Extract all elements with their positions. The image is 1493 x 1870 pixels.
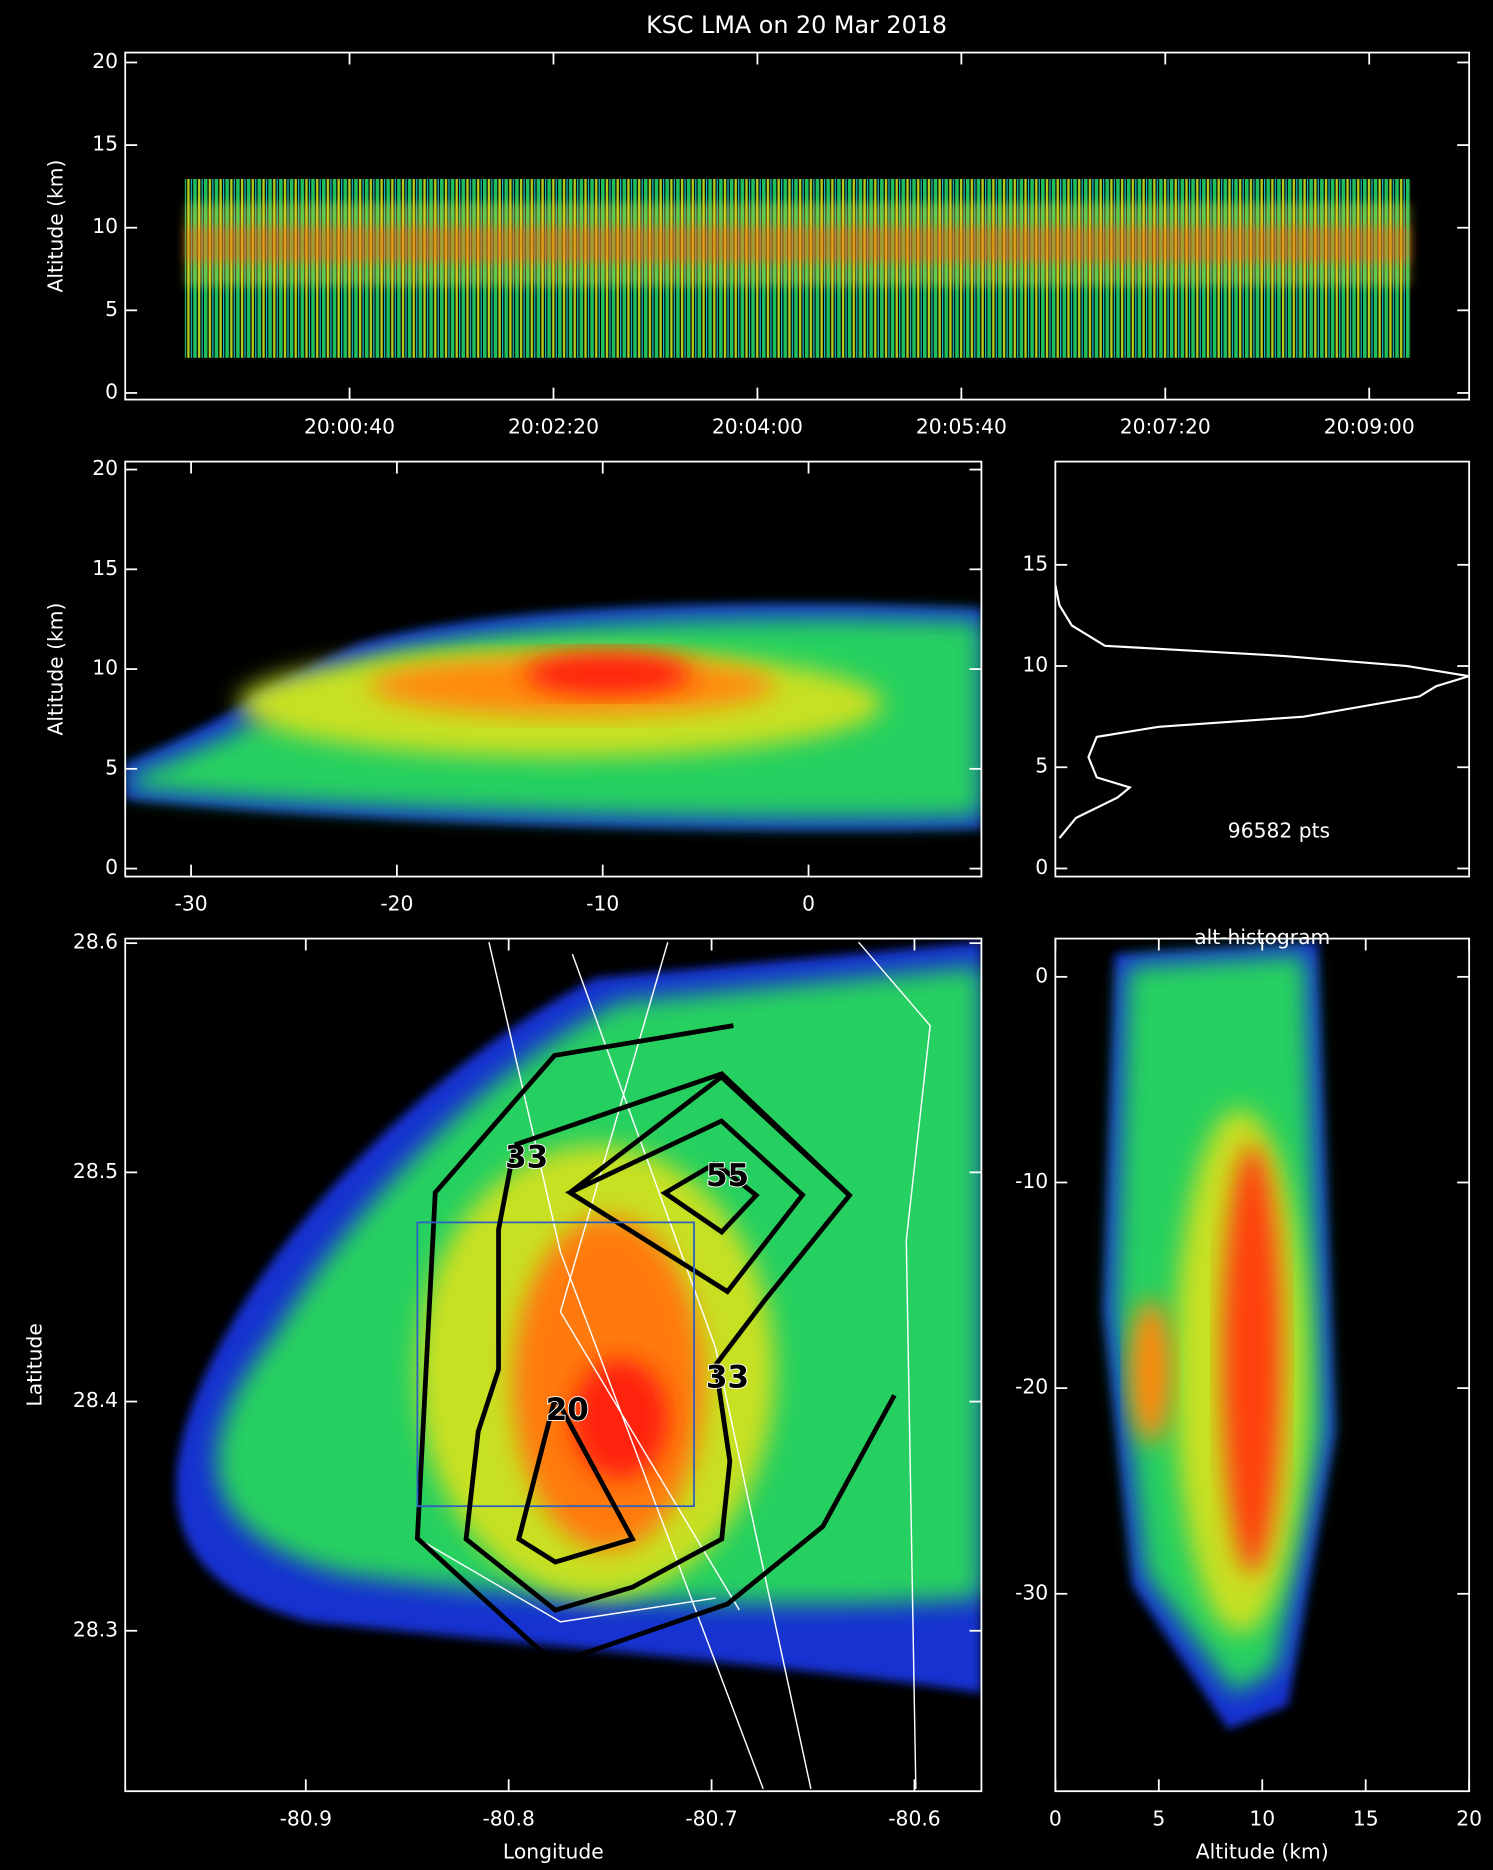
contour-label: 33 (706, 1360, 749, 1396)
x-tick-label: 20:05:40 (916, 415, 1007, 439)
y-tick-label: -20 (1015, 1375, 1048, 1399)
y-tick-label: 20 (92, 49, 118, 73)
contour (463, 1144, 733, 1613)
contour (660, 1161, 760, 1236)
plot-frame (1054, 460, 1471, 878)
y-tick-label: 10 (92, 214, 118, 238)
x-tick-label: 15 (1353, 1806, 1379, 1830)
x-axis-label: Longitude (503, 1840, 604, 1864)
x-tick-label: -10 (586, 892, 619, 916)
contour-label: 20 (546, 1392, 589, 1428)
x-tick-label: -80.7 (685, 1806, 737, 1830)
contour-label: 33 (505, 1140, 548, 1176)
y-tick-label: 5 (105, 755, 118, 779)
y-tick-label: 15 (92, 132, 118, 156)
y-tick-label: 20 (92, 456, 118, 480)
density-decoration (1103, 942, 1336, 1730)
x-tick-label: 20:09:00 (1324, 415, 1415, 439)
y-axis-label: Latitude (22, 1323, 46, 1406)
x-axis-label: Altitude (km) (1196, 1840, 1329, 1864)
y-axis-label: Altitude (km) (44, 160, 68, 293)
y-tick-label: 5 (1035, 754, 1048, 778)
y-tick-label: 10 (1022, 653, 1048, 677)
x-tick-label: -80.8 (482, 1806, 534, 1830)
contour-label: 55 (706, 1158, 749, 1194)
y-tick-label: 28.3 (73, 1617, 118, 1641)
y-axis-label: Altitude (km) (44, 603, 68, 736)
x-tick-label: -80.6 (888, 1806, 940, 1830)
x-tick-label: 0 (1049, 1806, 1062, 1830)
x-tick-label: 20:07:20 (1120, 415, 1211, 439)
density-decoration (184, 178, 1411, 358)
x-tick-label: 20:04:00 (712, 415, 803, 439)
histogram-line (1054, 584, 1470, 839)
y-tick-label: 10 (92, 656, 118, 680)
y-tick-label: 15 (92, 556, 118, 580)
x-tick-label: -20 (380, 892, 413, 916)
contour (513, 1071, 853, 1367)
y-tick-label: 28.5 (73, 1159, 118, 1183)
x-tick-label: 10 (1249, 1806, 1275, 1830)
annotation: 96582 pts (1228, 819, 1330, 843)
y-tick-label: 15 (1022, 551, 1048, 575)
density-decoration (125, 603, 982, 831)
y-tick-label: 0 (1035, 963, 1048, 987)
y-tick-label: -30 (1015, 1580, 1048, 1604)
y-tick-label: 0 (105, 379, 118, 403)
x-tick-label: 20 (1456, 1806, 1482, 1830)
x-tick-label: 5 (1152, 1806, 1165, 1830)
x-tick-label: 20:02:20 (508, 415, 599, 439)
plot-frame (124, 937, 983, 1793)
plot-frame (124, 51, 1471, 401)
x-tick-label: 20:00:40 (304, 415, 395, 439)
x-tick-label: 0 (802, 892, 815, 916)
y-tick-label: 0 (105, 855, 118, 879)
y-tick-label: 0 (1035, 855, 1048, 879)
x-tick-label: -80.9 (280, 1806, 332, 1830)
contour (516, 1395, 636, 1565)
y-tick-label: 28.6 (73, 930, 118, 954)
y-tick-label: 5 (105, 297, 118, 321)
y-tick-label: 28.4 (73, 1388, 118, 1412)
y-tick-label: -10 (1015, 1169, 1048, 1193)
chart-title: KSC LMA on 20 Mar 2018 (646, 11, 947, 39)
x-tick-label: -30 (175, 892, 208, 916)
